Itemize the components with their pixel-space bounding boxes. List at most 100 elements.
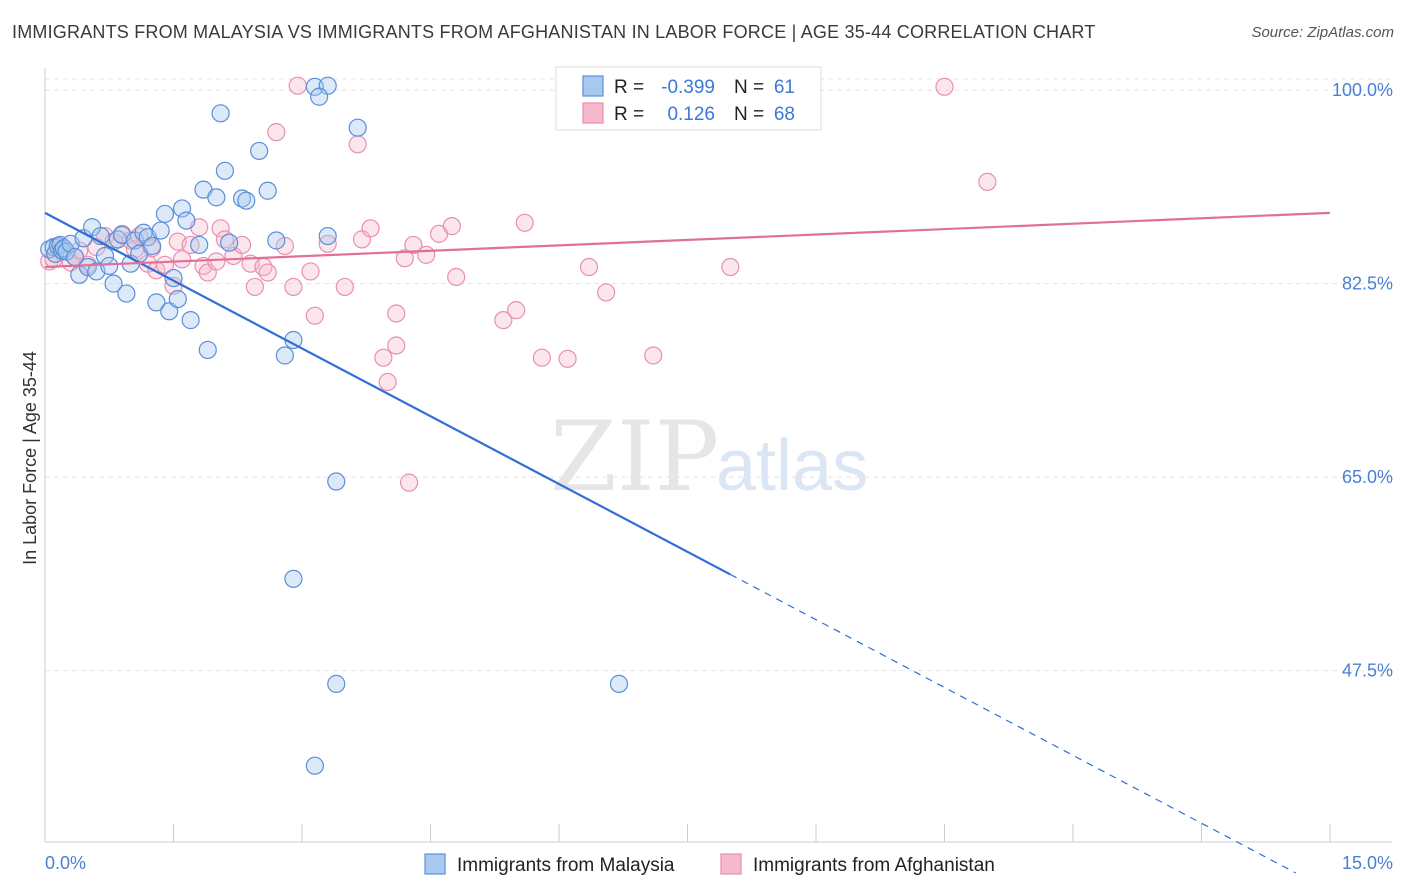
malaysia-point xyxy=(117,284,136,303)
malaysia-point xyxy=(181,311,200,330)
legend-r-label-malaysia: R = xyxy=(614,77,644,98)
bottom-legend: Immigrants from Malaysia Immigrants from… xyxy=(424,853,995,876)
source-credit: Source: ZipAtlas.com xyxy=(1251,24,1394,41)
afghanistan-point xyxy=(267,123,286,142)
afghanistan-point xyxy=(515,213,534,232)
afghanistan-point xyxy=(935,77,954,96)
afghanistan-point xyxy=(721,257,740,277)
afghanistan-point xyxy=(442,217,462,236)
afghanistan-point xyxy=(404,235,423,255)
afghanistan-point xyxy=(494,311,513,330)
malaysia-point xyxy=(318,226,337,246)
malaysia-point xyxy=(305,77,324,96)
afghanistan-point xyxy=(395,249,414,268)
malaysia-point xyxy=(78,257,97,277)
legend-n-label-afghanistan: N = xyxy=(734,104,764,125)
legend-r-label-afghanistan: R = xyxy=(614,104,644,125)
watermark: ZIP atlas xyxy=(550,401,868,513)
y-tick-label: 100.0% xyxy=(1332,80,1393,100)
afghanistan-point xyxy=(172,250,192,269)
legend-n-value-afghanistan: 68 xyxy=(774,104,795,125)
malaysia-point xyxy=(207,188,226,207)
malaysia-point xyxy=(275,346,294,365)
malaysia-points xyxy=(40,76,629,775)
malaysia-point xyxy=(327,472,346,491)
afghanistan-point xyxy=(579,257,599,277)
afghanistan-point xyxy=(507,301,526,320)
afghanistan-point xyxy=(387,336,406,355)
malaysia-point xyxy=(267,231,286,250)
malaysia-point xyxy=(305,756,324,775)
afghanistan-point xyxy=(644,346,663,365)
legend-swatch-malaysia xyxy=(582,75,604,97)
malaysia-point xyxy=(211,104,230,123)
legend-r-value-afghanistan: 0.126 xyxy=(667,104,715,125)
malaysia-point xyxy=(258,181,277,200)
afghanistan-point xyxy=(155,255,175,274)
watermark-atlas: atlas xyxy=(716,426,868,506)
afghanistan-point xyxy=(399,473,419,492)
afghanistan-point xyxy=(374,348,393,367)
legend-r-value-malaysia: -0.399 xyxy=(661,77,715,98)
malaysia-point xyxy=(151,221,170,240)
malaysia-point xyxy=(147,293,166,312)
afghanistan-point xyxy=(417,245,436,264)
y-tick-label: 65.0% xyxy=(1342,467,1393,487)
malaysia-trendline xyxy=(44,211,731,576)
afghanistan-point xyxy=(361,219,380,238)
malaysia-point xyxy=(327,674,346,693)
legend: R = -0.399 N = 61 R = 0.126 N = 68 xyxy=(555,66,822,131)
bottom-legend-label-afghanistan: Immigrants from Afghanistan xyxy=(753,855,995,876)
malaysia-point xyxy=(100,256,119,276)
afghanistan-point xyxy=(978,172,997,191)
malaysia-point xyxy=(155,204,175,224)
afghanistan-point xyxy=(284,277,303,297)
trendlines xyxy=(44,211,1331,874)
malaysia-point xyxy=(284,569,303,588)
afghanistan-point xyxy=(288,76,307,95)
afghanistan-point xyxy=(305,306,324,325)
legend-n-label-malaysia: N = xyxy=(734,77,764,98)
afghanistan-point xyxy=(207,252,226,271)
malaysia-point xyxy=(237,191,256,210)
axes: 100.0% 82.5% 65.0% 47.5% 0.0% 15.0% xyxy=(44,68,1393,873)
x-tick-label: 15.0% xyxy=(1342,853,1393,873)
bottom-legend-swatch-malaysia xyxy=(424,853,446,875)
afghanistan-point xyxy=(387,304,406,323)
malaysia-point xyxy=(348,118,367,137)
afghanistan-point xyxy=(245,277,264,297)
malaysia-point xyxy=(250,141,269,161)
afghanistan-point xyxy=(318,234,337,253)
malaysia-point xyxy=(198,340,217,360)
malaysia-point xyxy=(177,211,196,230)
y-tick-label: 82.5% xyxy=(1342,274,1393,294)
malaysia-point xyxy=(104,274,123,293)
malaysia-point xyxy=(168,289,187,309)
chart-title: IMMIGRANTS FROM MALAYSIA VS IMMIGRANTS F… xyxy=(12,22,1096,42)
afghanistan-point xyxy=(258,263,277,282)
afghanistan-point xyxy=(378,372,397,392)
afghanistan-point xyxy=(335,277,354,297)
bottom-legend-swatch-afghanistan xyxy=(720,853,742,875)
afghanistan-point xyxy=(447,267,466,287)
afghanistan-point xyxy=(532,348,551,367)
afghanistan-point xyxy=(597,283,616,302)
malaysia-point xyxy=(142,236,162,256)
malaysia-point xyxy=(310,87,329,106)
x-tick-label: 0.0% xyxy=(45,853,86,873)
afghanistan-point xyxy=(301,262,320,281)
malaysia-point xyxy=(220,233,239,252)
legend-swatch-afghanistan xyxy=(582,102,604,124)
afghanistan-point xyxy=(211,219,230,238)
y-tick-label: 47.5% xyxy=(1342,661,1393,681)
afghanistan-point xyxy=(558,349,577,368)
legend-n-value-malaysia: 61 xyxy=(774,77,795,98)
y-axis-label: In Labor Force | Age 35-44 xyxy=(20,351,40,565)
afghanistan-point xyxy=(348,135,367,154)
malaysia-trendline-extension xyxy=(730,573,1297,874)
afghanistan-trendline xyxy=(44,211,1331,269)
watermark-zip: ZIP xyxy=(550,401,719,513)
gridlines xyxy=(45,78,1392,672)
malaysia-point xyxy=(609,674,629,693)
